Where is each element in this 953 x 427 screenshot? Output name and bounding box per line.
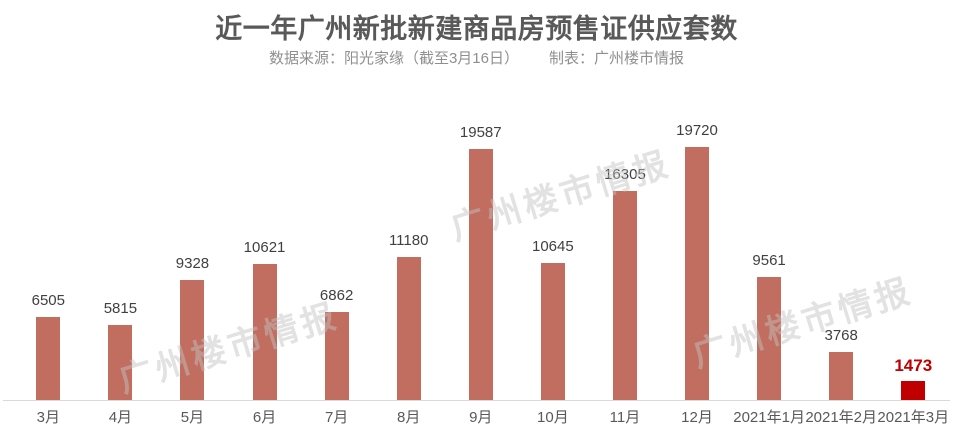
bar-value-label: 19720 [676, 122, 718, 139]
bar [829, 352, 854, 400]
bar [324, 312, 349, 400]
bar-value-label: 10645 [532, 238, 574, 255]
bar [108, 325, 133, 400]
chart-maker-label: 制表：广州楼市情报 [549, 50, 685, 67]
bar [396, 257, 421, 400]
x-axis-tick-label: 12月 [681, 409, 713, 426]
x-axis-tick-label: 2021年2月 [805, 409, 878, 426]
bar [901, 381, 926, 400]
chart-title: 近一年广州新批新建商品房预售证供应套数 [215, 14, 738, 44]
bar [36, 317, 61, 400]
bar [757, 277, 782, 400]
x-axis-tick-label: 9月 [469, 409, 493, 426]
bar-value-label: 11180 [388, 232, 429, 249]
bar [540, 263, 565, 400]
bar-value-label: 9328 [175, 255, 210, 272]
data-source-label: 数据来源：阳光家缘（截至3月16日） [268, 50, 519, 67]
bar [612, 191, 637, 400]
x-axis-tick-label: 3月 [36, 409, 60, 426]
x-axis-tick-label: 2021年1月 [733, 409, 805, 426]
bar-value-label: 5815 [103, 300, 138, 317]
bar-value-label: 10621 [243, 239, 286, 256]
x-axis-tick-label: 4月 [108, 409, 133, 426]
x-axis-tick-label: 11月 [609, 409, 641, 426]
bar [252, 264, 277, 400]
x-axis-tick-label: 6月 [252, 409, 277, 426]
bar-value-label: 1473 [894, 356, 933, 375]
bar-value-label: 16305 [604, 166, 646, 183]
bar [468, 149, 493, 400]
bar [685, 147, 710, 400]
x-axis-tick-label: 2021年3月 [877, 409, 950, 426]
bar-value-label: 6505 [31, 292, 65, 309]
bar-value-label: 19587 [459, 124, 502, 141]
bar-value-label: 9561 [752, 252, 786, 269]
bar-value-label: 3768 [824, 327, 858, 344]
bar [180, 280, 205, 400]
x-axis-line [3, 400, 950, 401]
bar-value-label: 6862 [319, 287, 354, 304]
x-axis-tick-label: 10月 [537, 409, 569, 426]
x-axis-tick-label: 8月 [397, 409, 421, 426]
x-axis-tick-label: 7月 [324, 409, 349, 426]
x-axis-tick-label: 5月 [180, 409, 205, 426]
chart-subtitle: 数据来源：阳光家缘（截至3月16日） 制表：广州楼市情报 [0, 47, 953, 68]
